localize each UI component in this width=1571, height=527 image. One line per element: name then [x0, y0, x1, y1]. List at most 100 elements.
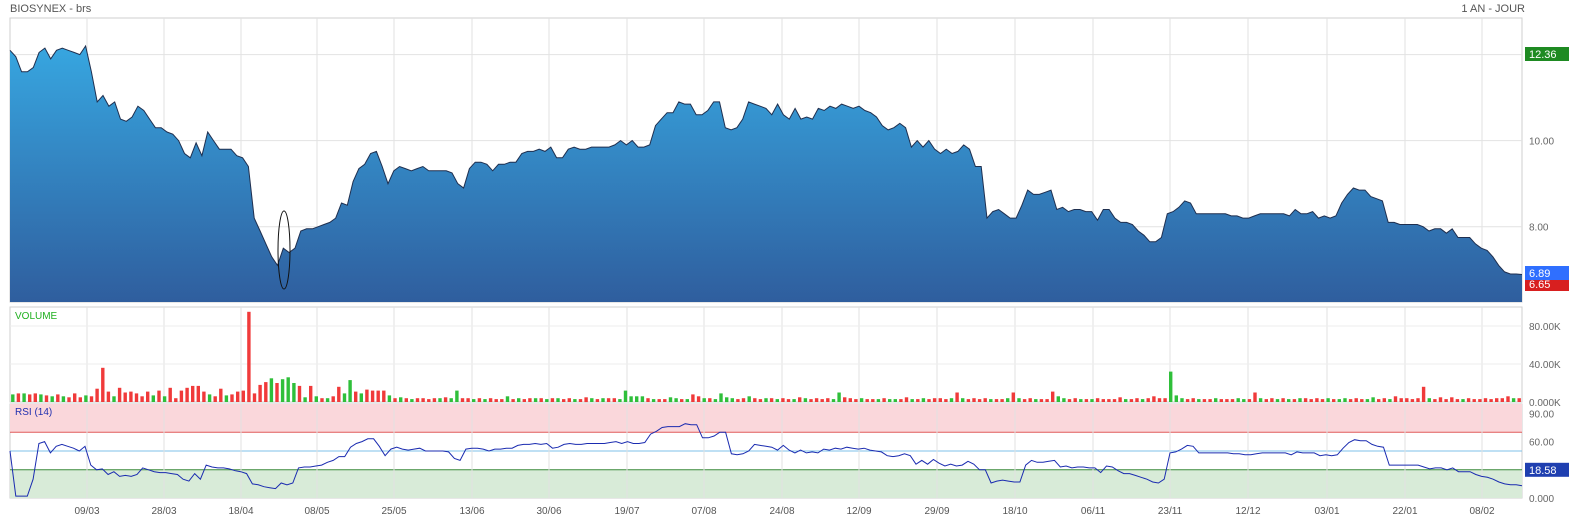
volume-bar: [1455, 399, 1460, 402]
volume-bar: [1298, 398, 1302, 402]
volume-bar: [56, 394, 60, 402]
volume-bar: [590, 398, 594, 402]
last-price-badge-bg: [1525, 266, 1569, 280]
volume-bar: [50, 396, 54, 402]
volume-bar: [286, 377, 290, 402]
volume-bar: [904, 397, 909, 403]
volume-bar: [511, 399, 515, 402]
volume-bar: [22, 393, 26, 402]
volume-bar: [859, 398, 864, 402]
volume-bar: [567, 398, 571, 402]
volume-bar: [359, 393, 363, 402]
volume-bar: [1101, 399, 1105, 402]
volume-bar: [1039, 399, 1044, 402]
price-tick-label: 8.00: [1529, 223, 1549, 234]
volume-bar: [635, 396, 639, 402]
volume-bar: [337, 386, 341, 402]
volume-bar: [1034, 399, 1038, 402]
volume-bar: [1017, 398, 1021, 402]
volume-bar: [1090, 399, 1094, 402]
rsi-tick-label: 0.000: [1529, 494, 1554, 505]
volume-bar: [11, 394, 15, 402]
volume-bar: [123, 392, 127, 402]
x-tick-label: 08/05: [304, 506, 329, 517]
volume-bar: [1073, 398, 1077, 402]
x-tick-label: 18/10: [1002, 506, 1027, 517]
volume-bar: [191, 385, 195, 402]
volume-bar: [938, 398, 942, 402]
volume-bar: [932, 398, 937, 402]
volume-bar: [1140, 399, 1145, 402]
volume-bar: [769, 398, 774, 402]
volume-bar: [618, 399, 622, 402]
volume-bar: [427, 399, 431, 402]
x-tick-label: 13/06: [459, 506, 484, 517]
x-tick-label: 03/01: [1314, 506, 1339, 517]
volume-bar: [1214, 398, 1218, 402]
x-tick-label: 19/07: [614, 506, 639, 517]
volume-bar: [134, 393, 139, 402]
prev-price-badge: 6.65: [1529, 279, 1550, 291]
volume-bar: [314, 396, 318, 402]
volume-bar: [33, 393, 37, 402]
price-area: [10, 46, 1522, 302]
volume-bar: [820, 399, 824, 402]
volume-bar: [393, 398, 397, 402]
volume-bar: [157, 390, 161, 402]
volume-bar: [185, 387, 189, 403]
volume-bar: [691, 394, 695, 402]
volume-bar: [280, 379, 285, 402]
volume-bar: [843, 397, 847, 403]
volume-bar: [893, 399, 897, 402]
price-tick-label: 10.00: [1529, 137, 1554, 148]
volume-bar: [404, 398, 408, 402]
volume-bar: [955, 392, 959, 402]
volume-bar: [674, 398, 678, 402]
annotation-ellipse: [277, 210, 291, 290]
volume-bar: [708, 398, 712, 402]
volume-bar: [983, 398, 987, 402]
volume-bar: [623, 390, 628, 402]
rsi-value-badge-bg: [1525, 462, 1569, 477]
volume-bar: [1433, 399, 1437, 402]
volume-bar: [1495, 398, 1499, 402]
volume-bar: [584, 397, 588, 403]
volume-bar: [977, 399, 982, 402]
volume-bar: [432, 398, 437, 402]
x-tick-label: 18/04: [228, 506, 253, 517]
volume-bar: [213, 396, 217, 402]
volume-bar: [415, 398, 420, 402]
x-tick-label: 12/12: [1235, 506, 1260, 517]
volume-bar: [966, 399, 971, 402]
volume-bar: [247, 311, 251, 403]
x-tick-label: 24/08: [769, 506, 794, 517]
volume-bar: [39, 394, 43, 402]
volume-bar: [539, 398, 543, 402]
volume-bar: [297, 385, 302, 402]
volume-bar: [1489, 399, 1493, 402]
volume-bar: [814, 398, 819, 402]
volume-bar: [786, 399, 791, 402]
volume-bar: [1219, 399, 1223, 402]
volume-bar: [67, 397, 71, 403]
volume-bar: [264, 382, 268, 402]
volume-bar: [1281, 398, 1285, 402]
volume-bar: [1056, 396, 1060, 402]
volume-bar: [28, 394, 32, 402]
volume-bar: [1416, 398, 1420, 402]
volume-bar: [764, 398, 768, 402]
volume-bar: [449, 398, 453, 402]
volume-bar: [1112, 399, 1117, 402]
volume-bar: [258, 384, 262, 402]
volume-bar: [550, 398, 555, 402]
volume-bar: [1202, 399, 1207, 402]
volume-bar: [758, 399, 763, 402]
x-tick-label: 09/03: [74, 506, 99, 517]
x-tick-label: 06/11: [1081, 506, 1106, 517]
volume-bar: [916, 399, 920, 402]
volume-bar: [472, 399, 476, 402]
period-label[interactable]: 1 AN - JOUR: [1461, 3, 1525, 15]
volume-bar: [1326, 398, 1330, 402]
x-tick-label: 28/03: [151, 506, 176, 517]
volume-bar: [882, 398, 886, 402]
